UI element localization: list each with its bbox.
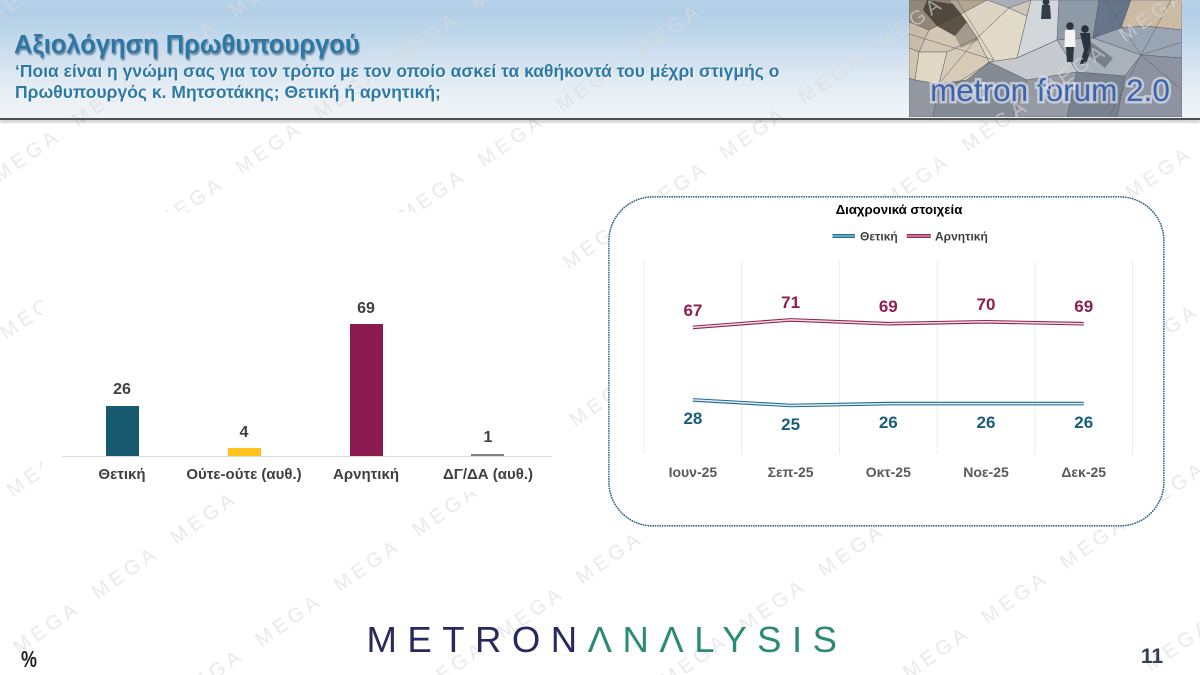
svg-text:Σεπ-25: Σεπ-25 (768, 464, 814, 480)
svg-text:Οκτ-25: Οκτ-25 (866, 464, 911, 480)
svg-text:70: 70 (977, 295, 996, 314)
svg-text:26: 26 (977, 413, 996, 432)
svg-text:28: 28 (683, 409, 702, 428)
svg-text:Αρνητική: Αρνητική (935, 230, 988, 244)
svg-text:metron forum 2.0: metron forum 2.0 (930, 72, 1170, 108)
svg-text:26: 26 (879, 413, 898, 432)
svg-text:Νοε-25: Νοε-25 (963, 464, 1009, 480)
svg-text:Δεκ-25: Δεκ-25 (1061, 464, 1106, 480)
svg-text:Διαχρονικά στοιχεία: Διαχρονικά στοιχεία (836, 202, 963, 217)
svg-text:25: 25 (781, 415, 800, 434)
svg-text:26: 26 (1074, 413, 1093, 432)
svg-text:Ιουν-25: Ιουν-25 (669, 464, 718, 480)
svg-text:Θετική: Θετική (860, 230, 898, 244)
svg-text:67: 67 (683, 301, 702, 320)
svg-text:69: 69 (1074, 297, 1093, 316)
svg-text:69: 69 (879, 297, 898, 316)
svg-text:metron forum 2.0: metron forum 2.0 (930, 72, 1170, 108)
svg-text:71: 71 (781, 293, 800, 312)
